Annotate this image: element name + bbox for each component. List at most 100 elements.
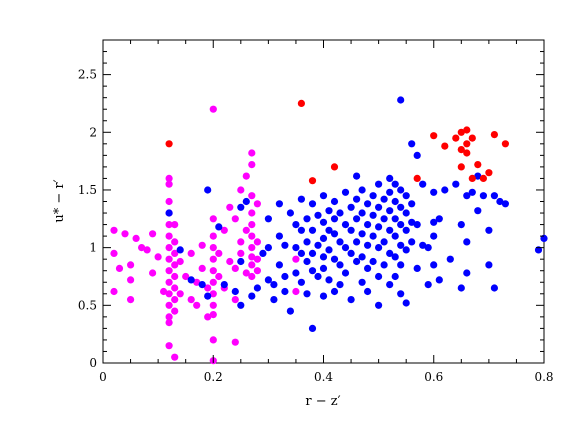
- x-tick-label: 0.2: [204, 370, 223, 384]
- data-point: [253, 267, 261, 275]
- data-point: [468, 174, 476, 182]
- data-point: [215, 249, 223, 257]
- data-point: [319, 253, 328, 261]
- data-point: [314, 211, 322, 219]
- data-point: [463, 149, 471, 157]
- data-point: [375, 272, 383, 281]
- data-point: [397, 186, 405, 194]
- data-point: [165, 313, 173, 321]
- y-tick-label: 2.5: [78, 68, 97, 82]
- data-point: [171, 307, 179, 315]
- data-point: [430, 188, 438, 196]
- data-point: [264, 276, 272, 284]
- data-point: [402, 246, 410, 254]
- data-point: [485, 261, 493, 269]
- data-point: [369, 211, 377, 219]
- data-point: [264, 215, 272, 223]
- x-tick-label: 0.6: [424, 370, 443, 384]
- data-point: [364, 221, 372, 229]
- data-point: [292, 287, 300, 296]
- data-point: [408, 200, 416, 208]
- data-point: [408, 140, 416, 148]
- data-point: [149, 269, 157, 277]
- data-point: [165, 221, 173, 229]
- data-point: [308, 324, 317, 332]
- data-point: [248, 244, 256, 252]
- data-point: [386, 249, 394, 257]
- data-point: [308, 267, 317, 275]
- data-point: [452, 134, 460, 142]
- y-tick-label: 0.5: [78, 298, 97, 312]
- x-tick-label: 0.4: [314, 370, 333, 384]
- data-point: [259, 249, 267, 257]
- data-point: [325, 207, 333, 215]
- data-point: [347, 203, 355, 211]
- data-point: [330, 230, 339, 238]
- data-point: [176, 290, 184, 298]
- data-point: [297, 226, 305, 234]
- data-point: [380, 238, 388, 246]
- data-point: [391, 232, 399, 240]
- data-point: [198, 264, 206, 272]
- data-point: [474, 207, 482, 215]
- data-point: [248, 292, 256, 300]
- data-point: [341, 221, 350, 229]
- data-point: [319, 264, 328, 272]
- data-point: [463, 140, 471, 148]
- data-point: [187, 276, 195, 284]
- data-point: [171, 249, 179, 257]
- data-point: [231, 338, 239, 346]
- data-point: [369, 232, 377, 240]
- data-point: [127, 276, 135, 284]
- data-point: [430, 232, 438, 240]
- data-point: [457, 163, 465, 171]
- data-point: [364, 287, 372, 296]
- data-point: [341, 188, 350, 196]
- x-axis-label: r − z′: [305, 394, 340, 409]
- data-point: [435, 215, 443, 223]
- data-markers: [110, 96, 548, 365]
- data-point: [176, 246, 184, 254]
- data-point: [165, 140, 173, 148]
- data-point: [319, 192, 328, 200]
- data-point: [281, 272, 289, 281]
- data-point: [479, 174, 487, 182]
- data-point: [330, 197, 339, 206]
- data-point: [314, 272, 322, 281]
- y-axis-label: u* − r′: [52, 179, 67, 222]
- data-point: [171, 261, 179, 269]
- data-point: [336, 209, 344, 217]
- data-point: [165, 255, 173, 263]
- data-point: [457, 128, 465, 136]
- data-point: [341, 244, 350, 252]
- data-point: [375, 203, 383, 211]
- data-point: [160, 287, 168, 296]
- data-point: [165, 244, 173, 252]
- data-point: [187, 249, 195, 257]
- data-point: [242, 226, 250, 234]
- data-point: [209, 290, 217, 298]
- data-point: [171, 238, 179, 246]
- data-point: [408, 238, 416, 246]
- data-point: [364, 264, 372, 272]
- data-point: [314, 241, 322, 249]
- data-point: [215, 272, 223, 281]
- data-point: [457, 146, 465, 154]
- data-point: [463, 126, 471, 134]
- data-point: [264, 244, 272, 252]
- data-point: [248, 161, 256, 169]
- data-point: [353, 257, 361, 266]
- data-point: [165, 209, 173, 217]
- data-point: [292, 255, 300, 263]
- data-point: [402, 209, 410, 217]
- data-point: [209, 267, 217, 275]
- data-point: [165, 197, 173, 206]
- data-point: [231, 296, 239, 304]
- data-point: [292, 244, 300, 252]
- data-point: [231, 264, 239, 272]
- data-point: [182, 272, 190, 281]
- data-point: [237, 249, 245, 257]
- data-point: [430, 218, 438, 226]
- data-point: [325, 246, 333, 254]
